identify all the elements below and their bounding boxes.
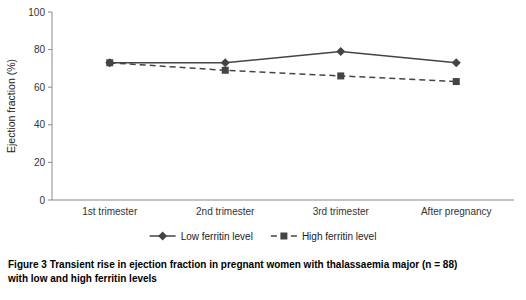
data-point bbox=[453, 78, 460, 85]
legend-label: High ferritin level bbox=[302, 231, 376, 242]
data-point bbox=[105, 58, 114, 67]
caption: with low and high ferritin levels bbox=[7, 273, 157, 284]
data-point bbox=[452, 58, 461, 67]
legend: Low ferritin level High ferritin level bbox=[150, 231, 377, 242]
legend-item: High ferritin level bbox=[271, 231, 376, 242]
x-tick-label: 3rd trimester bbox=[313, 206, 370, 217]
data-point bbox=[337, 72, 344, 79]
data-point bbox=[222, 67, 229, 74]
y-tick-label: 60 bbox=[34, 82, 46, 93]
y-tick bbox=[48, 200, 52, 201]
x-tick-label: After pregnancy bbox=[421, 206, 492, 217]
legend-label: Low ferritin level bbox=[181, 231, 253, 242]
y-tick bbox=[48, 87, 52, 88]
y-tick-label: 40 bbox=[34, 119, 46, 130]
y-axis-label: Ejection fraction (%) bbox=[5, 59, 17, 153]
x-axis bbox=[52, 200, 514, 201]
x-tick-label: 1st trimester bbox=[82, 206, 138, 217]
caption: Figure 3 Transient rise in ejection frac… bbox=[8, 259, 457, 270]
x-tick-label: 2nd trimester bbox=[196, 206, 255, 217]
series-line bbox=[110, 51, 457, 62]
y-tick-label: 80 bbox=[34, 44, 46, 55]
legend-marker bbox=[280, 233, 287, 240]
y-tick bbox=[48, 12, 52, 13]
background bbox=[0, 0, 526, 300]
y-tick-label: 20 bbox=[34, 157, 46, 168]
y-tick-label: 0 bbox=[39, 195, 45, 206]
y-tick bbox=[48, 124, 52, 125]
legend-marker bbox=[158, 232, 167, 241]
y-axis bbox=[52, 12, 53, 200]
y-tick bbox=[48, 162, 52, 163]
y-tick bbox=[48, 49, 52, 50]
data-point bbox=[106, 59, 113, 66]
plot-area bbox=[105, 47, 461, 85]
data-point bbox=[336, 47, 345, 56]
series-line bbox=[110, 63, 457, 82]
y-tick-label: 100 bbox=[28, 7, 45, 18]
chart: 0 20 40 60 80 100 1st trimester 2nd trimester 3r… bbox=[0, 0, 526, 300]
legend-item: Low ferritin level bbox=[150, 231, 253, 242]
data-point bbox=[221, 58, 230, 67]
